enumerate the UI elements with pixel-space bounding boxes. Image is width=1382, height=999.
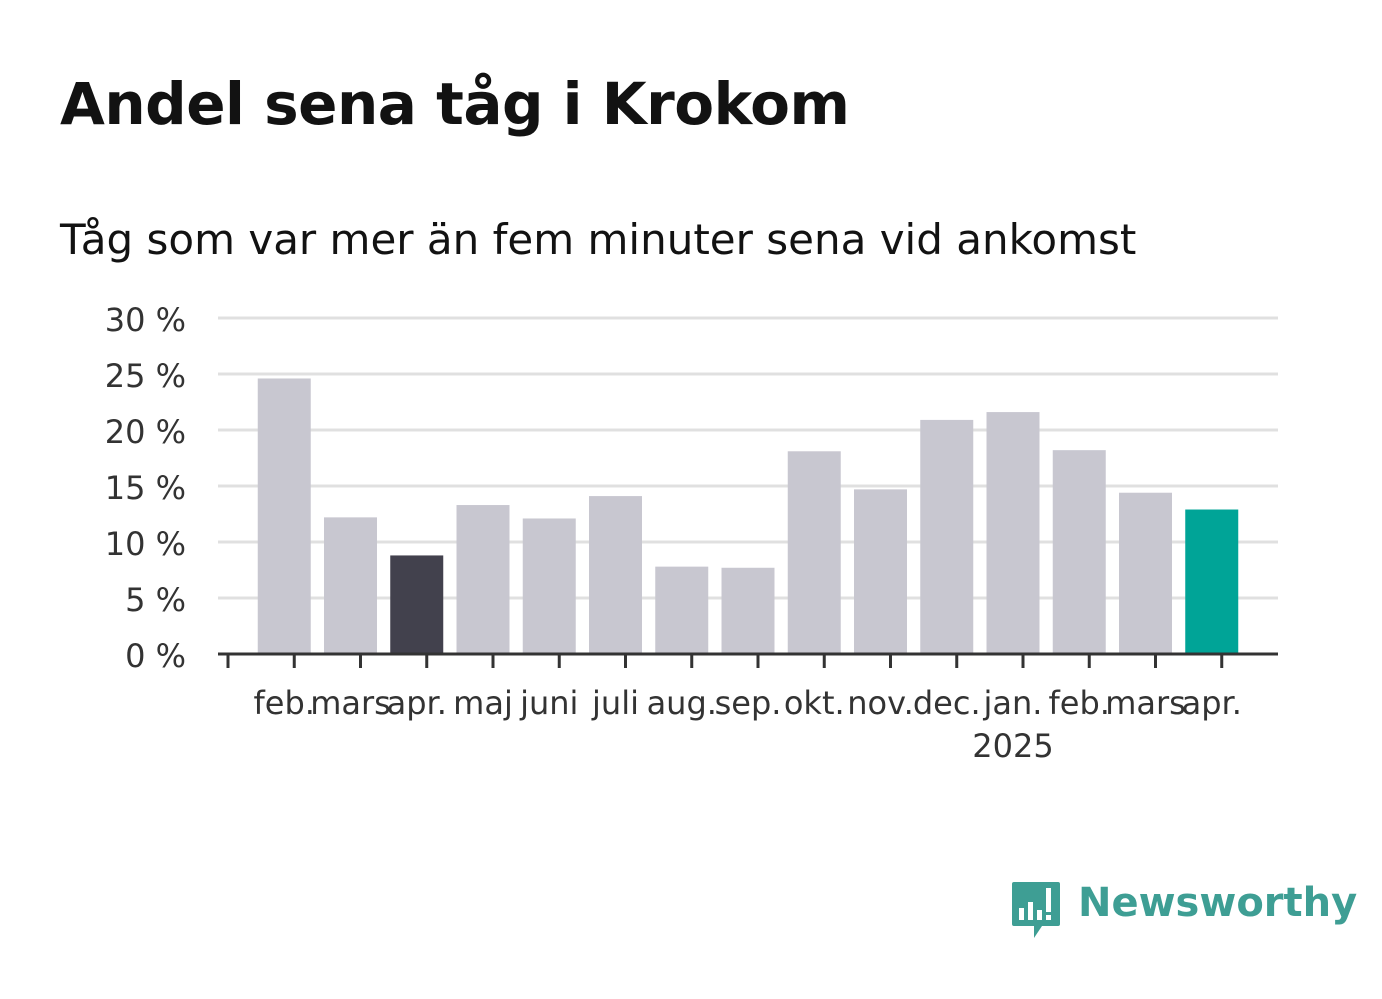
y-tick-label: 0 %: [125, 637, 186, 675]
bar: [655, 566, 709, 654]
y-tick-label: 5 %: [125, 581, 186, 619]
x-axis: [218, 652, 1278, 668]
bar: [1119, 492, 1172, 654]
newsworthy-logo: Newsworthy: [1010, 878, 1357, 944]
x-tick-label: mars: [1105, 684, 1186, 722]
chart-subtitle: Tåg som var mer än fem minuter sena vid …: [60, 215, 1137, 264]
y-tick-label: 10 %: [105, 525, 186, 563]
bar-chart-speech-bubble-icon: [1012, 882, 1060, 938]
y-axis-labels: 0 % 5 % 10 % 15 % 20 % 25 % 30 %: [105, 301, 186, 675]
bar: [787, 451, 841, 654]
bar: [854, 489, 907, 654]
bar: [920, 419, 974, 654]
x-tick-label: juli: [591, 684, 639, 722]
bars: [257, 378, 1239, 654]
x-tick-label: maj: [453, 684, 513, 722]
bar: [1185, 509, 1239, 654]
y-tick-label: 15 %: [105, 469, 186, 507]
bar: [986, 412, 1040, 654]
x-tick-label: sep.: [715, 684, 782, 722]
bar: [721, 567, 775, 654]
x-tick-label: nov.: [847, 684, 913, 722]
bar: [1052, 450, 1106, 654]
x-tick-label: feb.: [1049, 684, 1110, 722]
x-tick-label: juni: [519, 684, 578, 722]
bar: [324, 517, 377, 654]
x-tick-label: aug.: [647, 684, 717, 722]
chart-title: Andel sena tåg i Krokom: [60, 70, 850, 138]
y-tick-label: 25 %: [105, 357, 186, 395]
x-year-label: 2025: [972, 727, 1053, 765]
bar: [589, 496, 642, 654]
bar: [390, 555, 444, 654]
x-tick-label: okt.: [784, 684, 845, 722]
x-tick-label: apr.: [387, 684, 447, 722]
brand-name: Newsworthy: [1078, 880, 1358, 926]
x-tick-label: jan.: [983, 684, 1043, 722]
x-tick-label: mars: [310, 684, 391, 722]
bar: [257, 378, 311, 654]
x-tick-label: feb.: [254, 684, 315, 722]
bar: [456, 505, 510, 654]
y-tick-label: 30 %: [105, 301, 186, 339]
x-tick-label: apr.: [1182, 684, 1242, 722]
x-tick-label: dec.: [913, 684, 981, 722]
y-tick-label: 20 %: [105, 413, 186, 451]
bar: [522, 518, 576, 654]
